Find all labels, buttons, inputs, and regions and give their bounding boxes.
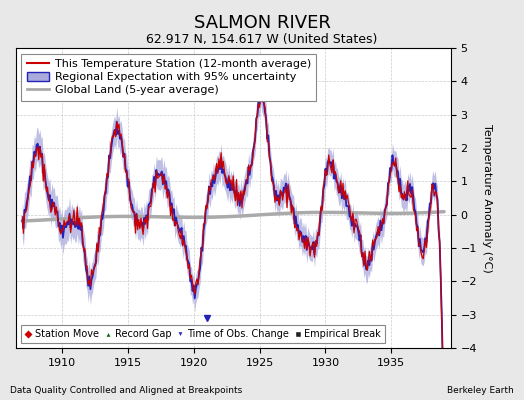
Text: Data Quality Controlled and Aligned at Breakpoints: Data Quality Controlled and Aligned at B… (10, 386, 243, 395)
Text: Berkeley Earth: Berkeley Earth (447, 386, 514, 395)
Text: SALMON RIVER: SALMON RIVER (193, 14, 331, 32)
Legend: Station Move, Record Gap, Time of Obs. Change, Empirical Break: Station Move, Record Gap, Time of Obs. C… (20, 325, 385, 343)
Text: 62.917 N, 154.617 W (United States): 62.917 N, 154.617 W (United States) (146, 33, 378, 46)
Y-axis label: Temperature Anomaly (°C): Temperature Anomaly (°C) (483, 124, 493, 272)
